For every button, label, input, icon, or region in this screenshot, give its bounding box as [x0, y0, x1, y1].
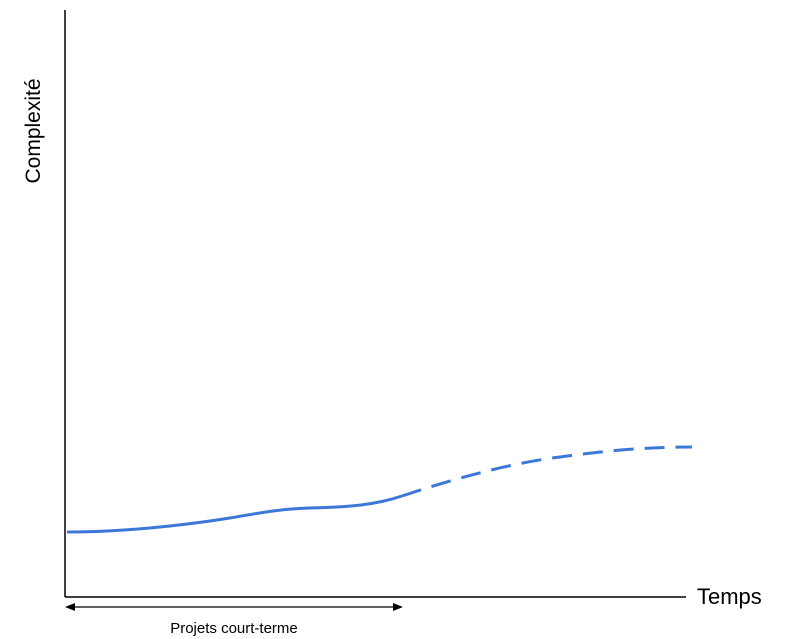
span-arrow-right-head [393, 603, 403, 611]
curve-dashed-segment [401, 445, 693, 498]
x-axis-label: Temps [697, 584, 762, 609]
span-arrow-left-head [65, 603, 75, 611]
y-axis-label: Complexité [22, 78, 45, 183]
curve-solid-segment [66, 494, 403, 534]
span-label: Projets court-terme [170, 620, 298, 637]
